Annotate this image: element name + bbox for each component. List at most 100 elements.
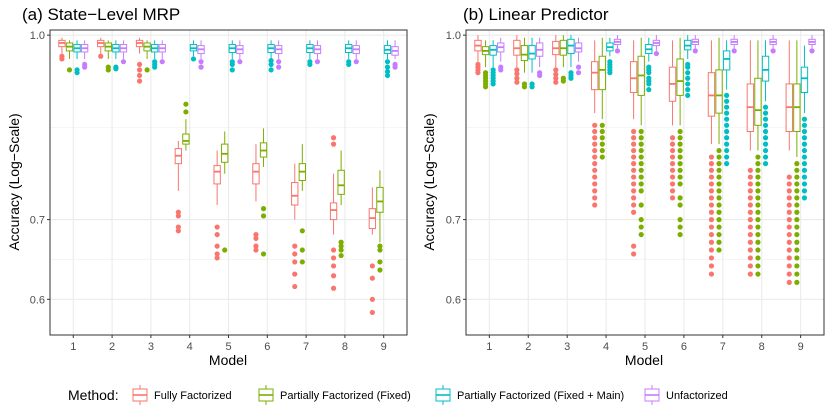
outlier-point xyxy=(677,147,683,154)
box-4-model-9 xyxy=(808,35,816,54)
outlier-point xyxy=(669,188,676,194)
outlier-point xyxy=(105,67,111,73)
outlier-point xyxy=(592,167,598,173)
legend-entry-1: Fully Factorized xyxy=(132,385,232,405)
outlier-point xyxy=(175,209,181,215)
outlier-point xyxy=(592,135,598,141)
outlier-point xyxy=(599,122,605,128)
outlier-point xyxy=(514,75,520,81)
outlier-point xyxy=(592,122,598,128)
outlier-point xyxy=(537,72,543,79)
outlier-point xyxy=(801,181,808,187)
outlier-point xyxy=(677,195,683,201)
outlier-point xyxy=(631,188,637,194)
outlier-point xyxy=(638,181,644,187)
outlier-point xyxy=(786,202,792,208)
outlier-point xyxy=(794,202,800,208)
outlier-point xyxy=(755,167,761,173)
outlier-point xyxy=(669,141,676,147)
x-tick-label: 1 xyxy=(70,341,76,353)
outlier-point xyxy=(747,271,753,277)
outlier-point xyxy=(755,161,761,167)
outlier-point xyxy=(794,279,800,285)
outlier-point xyxy=(74,70,80,76)
panel-a-title: (a) State−Level MRP xyxy=(22,5,180,24)
outlier-point xyxy=(653,50,659,57)
panel-a-boxplots xyxy=(58,37,399,316)
box-4-model-7 xyxy=(730,35,738,54)
outlier-point xyxy=(229,67,235,73)
box-iqr xyxy=(715,69,723,114)
outlier-point xyxy=(175,213,181,219)
box-iqr xyxy=(520,45,529,62)
outlier-point xyxy=(631,161,637,167)
outlier-point xyxy=(144,67,150,73)
outlier-point xyxy=(685,70,691,76)
outlier-point xyxy=(638,202,644,208)
box-3-model-6 xyxy=(684,35,692,99)
box-2-model-4 xyxy=(182,101,190,151)
outlier-point xyxy=(214,255,220,261)
outlier-point xyxy=(716,202,722,208)
outlier-point xyxy=(299,247,305,253)
outlier-point xyxy=(377,247,383,253)
outlier-point xyxy=(747,224,753,230)
outlier-point xyxy=(268,61,274,68)
outlier-point xyxy=(638,135,644,141)
outlier-point xyxy=(747,167,753,173)
outlier-point xyxy=(237,59,243,65)
outlier-point xyxy=(222,247,228,253)
outlier-point xyxy=(677,128,683,135)
outlier-point xyxy=(631,154,637,160)
outlier-point xyxy=(330,135,337,141)
box-2-model-1 xyxy=(481,40,490,90)
box-2-model-6 xyxy=(676,37,684,238)
outlier-point xyxy=(136,61,143,68)
box-4-model-8 xyxy=(352,40,360,65)
x-tick-label: 1 xyxy=(486,341,492,353)
outlier-point xyxy=(685,75,691,81)
panel-linear-predictor: (b) Linear Predictor 0.6 0.7 1.0 1 2 3 4 5 6 7 8 9… xyxy=(421,5,825,368)
outlier-point xyxy=(614,48,621,54)
box-iqr xyxy=(252,163,260,185)
outlier-point xyxy=(253,235,259,242)
outlier-point xyxy=(786,279,792,285)
outlier-point xyxy=(599,128,605,135)
outlier-point xyxy=(724,135,730,141)
legend-label: Partially Factorized (Fixed) xyxy=(280,390,411,402)
outlier-point xyxy=(724,147,730,154)
outlier-point xyxy=(716,224,722,230)
outlier-point xyxy=(646,70,652,76)
box-1-model-1 xyxy=(58,37,66,62)
x-tick-label: 5 xyxy=(225,341,231,353)
box-4-model-6 xyxy=(274,40,283,70)
box-4-model-2 xyxy=(535,37,544,79)
outlier-point xyxy=(299,228,305,234)
legend-entry-3: Partially Factorized (Fixed + Main) xyxy=(435,385,624,405)
box-3-model-4 xyxy=(606,37,614,76)
outlier-point xyxy=(755,195,761,201)
outlier-point xyxy=(646,81,652,87)
outlier-point xyxy=(801,195,808,201)
outlier-point xyxy=(175,228,181,234)
legend-title: Method: xyxy=(68,387,119,403)
box-3-model-7 xyxy=(306,40,314,68)
box-iqr xyxy=(800,66,809,94)
outlier-point xyxy=(253,247,259,253)
outlier-point xyxy=(268,67,274,73)
outlier-point xyxy=(599,154,605,160)
outlier-point xyxy=(338,252,344,259)
outlier-point xyxy=(762,147,769,154)
outlier-point xyxy=(498,67,504,73)
outlier-point xyxy=(762,104,769,110)
outlier-point xyxy=(786,263,792,269)
outlier-point xyxy=(794,247,800,253)
outlier-point xyxy=(747,231,753,238)
outlier-point xyxy=(794,217,800,223)
outlier-point xyxy=(755,188,761,194)
box-2-model-9 xyxy=(793,40,801,285)
outlier-point xyxy=(762,161,769,167)
outlier-point xyxy=(631,174,637,180)
